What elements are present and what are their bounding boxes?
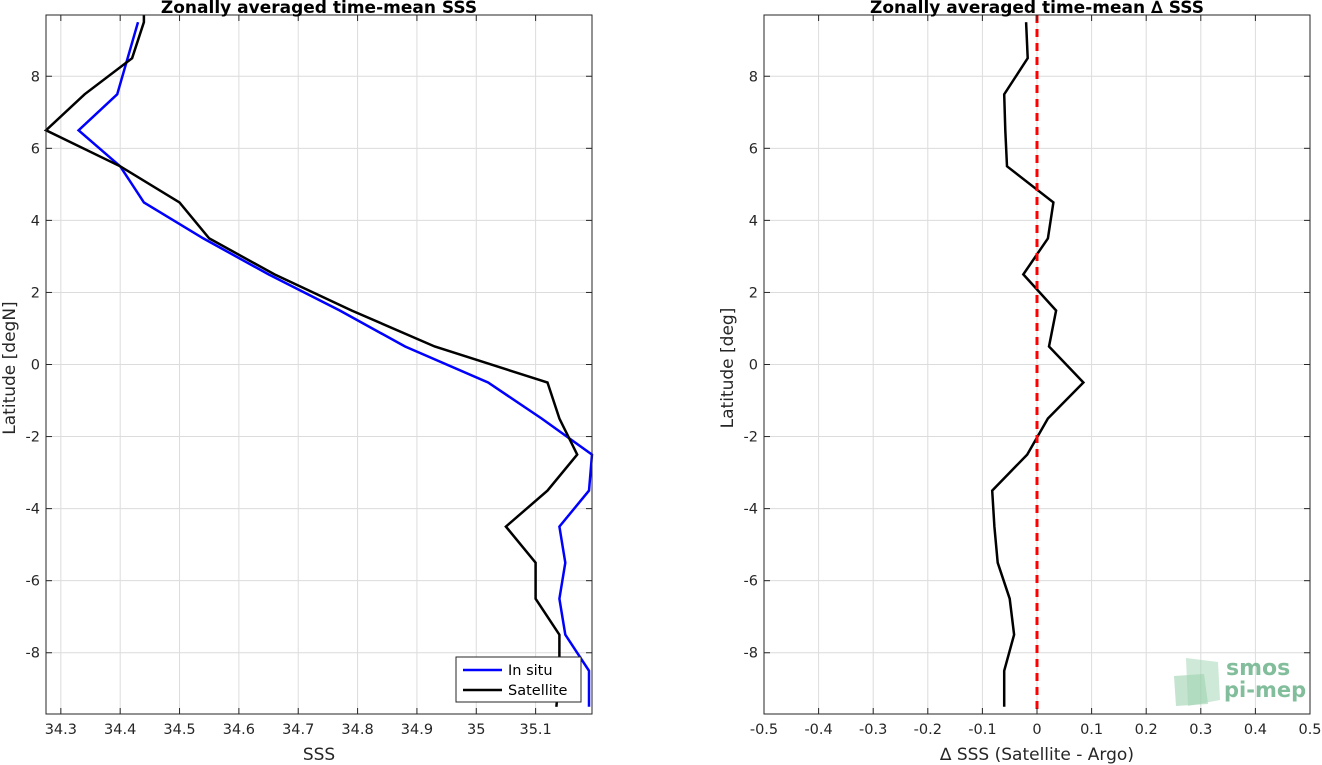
watermark-line1: smos xyxy=(1226,656,1290,681)
watermark-waves-shape xyxy=(1174,674,1208,706)
y-tick-label: -6 xyxy=(26,574,40,590)
x-tick-label: 0 xyxy=(1032,722,1041,738)
legend-box xyxy=(455,656,582,703)
x-tick-label: 0.4 xyxy=(1244,722,1267,738)
x-tick-label: -0.2 xyxy=(914,722,942,738)
y-tick-label: 2 xyxy=(749,285,758,301)
y-tick-label: 8 xyxy=(31,69,40,85)
y-tick-label: -2 xyxy=(744,430,758,446)
y-tick-label: -8 xyxy=(26,646,40,662)
series-line-satellite xyxy=(43,15,579,707)
y-tick-label: 8 xyxy=(749,69,758,85)
y-tick-label: 0 xyxy=(31,358,40,374)
x-tick-label: 34.7 xyxy=(282,722,314,738)
right-series xyxy=(990,15,1086,714)
y-tick-label: 6 xyxy=(31,141,40,157)
y-tick-label: 2 xyxy=(31,285,40,301)
left-ylabel: Latitude [degN] xyxy=(0,301,20,434)
right-title: Zonally averaged time-mean ∆ SSS xyxy=(870,0,1204,18)
legend: In situ Satellite xyxy=(455,656,582,703)
y-tick-label: 6 xyxy=(749,141,758,157)
right-ticks: -0.5 -0.4 -0.3 -0.2 -0.1 0 0.1 0.2 0.3 0.4 0.5 8 6 4 2… xyxy=(744,15,1322,738)
smos-pi-mep-watermark: smos pi-mep xyxy=(1174,656,1306,706)
left-grid xyxy=(46,15,592,714)
y-tick-label: 4 xyxy=(31,213,40,229)
y-tick-label: 0 xyxy=(749,358,758,374)
x-tick-label: -0.5 xyxy=(750,722,778,738)
x-tick-label: 35 xyxy=(467,722,485,738)
x-tick-label: 34.8 xyxy=(341,722,373,738)
x-tick-label: 35.1 xyxy=(519,722,551,738)
x-tick-label: 34.5 xyxy=(163,722,195,738)
x-tick-label: 0.3 xyxy=(1189,722,1212,738)
left-series xyxy=(43,15,594,707)
left-xlabel: SSS xyxy=(303,745,335,765)
legend-in-situ-label: In situ xyxy=(508,663,553,679)
y-tick-label: -2 xyxy=(26,430,40,446)
left-ticks: 34.3 34.4 34.5 34.6 34.7 34.8 34.9 35 35.1 8 6 4 2 0 -… xyxy=(26,15,592,738)
x-tick-label: -0.3 xyxy=(859,722,887,738)
x-tick-label: 34.9 xyxy=(401,722,433,738)
left-panel: 34.3 34.4 34.5 34.6 34.7 34.8 34.9 35 35.1 8 6 4 2 0 -… xyxy=(0,0,594,765)
x-tick-label: 0.5 xyxy=(1298,722,1321,738)
right-ylabel: Latitude [deg] xyxy=(718,308,738,429)
y-tick-label: -6 xyxy=(744,574,758,590)
x-tick-label: 34.6 xyxy=(223,722,255,738)
y-tick-label: 4 xyxy=(749,213,758,229)
x-tick-label: 34.4 xyxy=(104,722,136,738)
y-tick-label: -8 xyxy=(744,646,758,662)
right-panel: smos pi-mep -0.5 -0.4 -0.3 -0.2 -0.1 0 0.1 0.2 0… xyxy=(718,0,1322,765)
x-tick-label: -0.4 xyxy=(804,722,832,738)
x-tick-label: -0.1 xyxy=(968,722,996,738)
x-tick-label: 0.1 xyxy=(1080,722,1103,738)
legend-satellite-label: Satellite xyxy=(508,683,567,699)
right-xlabel: ∆ SSS (Satellite - Argo) xyxy=(939,745,1134,765)
series-line-0 xyxy=(990,22,1086,707)
watermark-line2: pi-mep xyxy=(1224,678,1306,702)
y-tick-label: -4 xyxy=(744,502,758,518)
y-tick-label: -4 xyxy=(26,502,40,518)
x-tick-label: 0.2 xyxy=(1135,722,1158,738)
x-tick-label: 34.3 xyxy=(45,722,77,738)
left-title: Zonally averaged time-mean SSS xyxy=(161,0,477,18)
